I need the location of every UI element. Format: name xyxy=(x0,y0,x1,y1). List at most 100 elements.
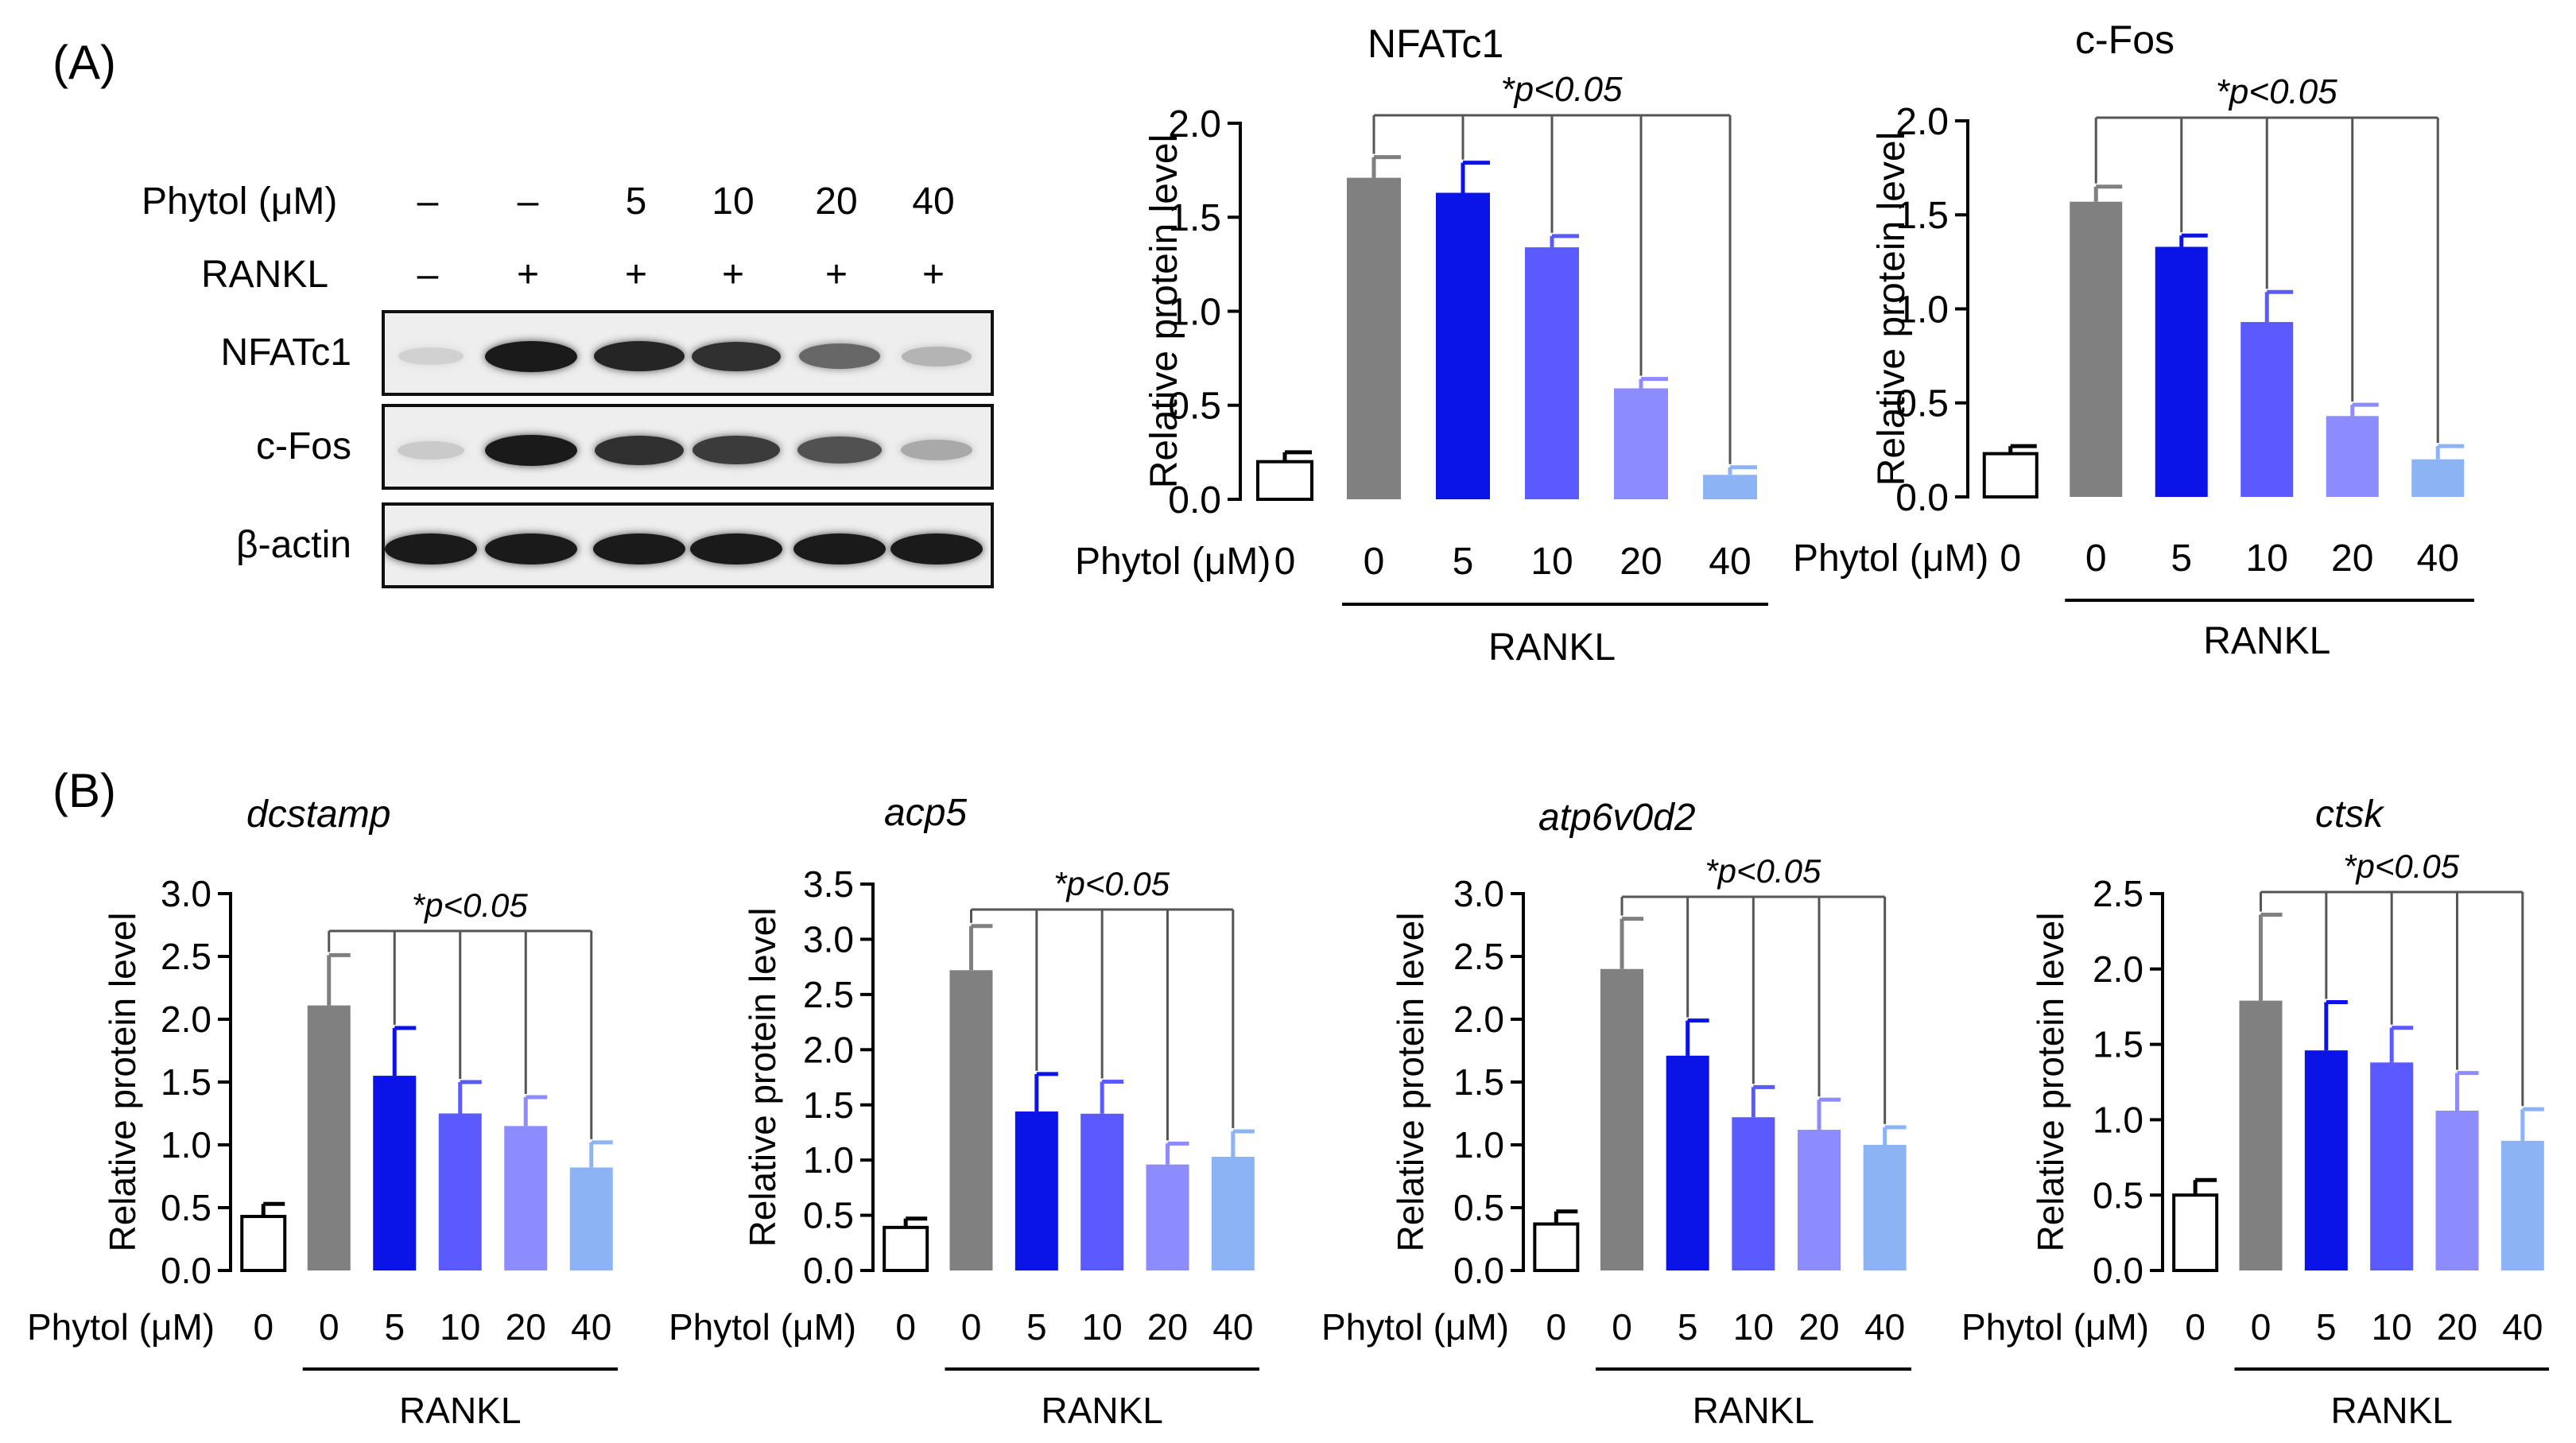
significance-label: *p<0.05 xyxy=(2343,848,2460,885)
bar xyxy=(504,1126,548,1270)
blot-band xyxy=(594,341,685,371)
x-tick-label: 0 xyxy=(319,1306,339,1348)
chart-title: atp6v0d2 xyxy=(1538,797,1696,839)
y-tick-label: 0.0 xyxy=(2093,1250,2143,1291)
x-prefix-label: Phytol (μM) xyxy=(669,1306,856,1348)
y-tick-label: 2.0 xyxy=(803,1029,854,1070)
y-tick-label: 1.5 xyxy=(803,1084,854,1126)
y-tick-label: 2.5 xyxy=(2093,873,2143,914)
x-tick-label: 5 xyxy=(1026,1306,1047,1348)
bar xyxy=(2411,459,2465,497)
y-tick-label: 0.0 xyxy=(803,1250,854,1291)
bar xyxy=(1703,475,1757,499)
x-tick-label: 20 xyxy=(506,1306,546,1348)
bar xyxy=(1014,1111,1058,1270)
lane-phytol-value: – xyxy=(417,180,439,223)
bar xyxy=(1436,192,1490,499)
bar xyxy=(2155,246,2208,497)
bar xyxy=(2070,201,2123,497)
lane-phytol-value: – xyxy=(517,180,539,223)
bar xyxy=(2304,1050,2348,1270)
y-tick-label: 1.0 xyxy=(1453,1124,1504,1166)
blot-band xyxy=(593,533,685,564)
blot-band xyxy=(485,533,577,564)
x-tick-label: 20 xyxy=(1798,1306,1839,1348)
bar xyxy=(1525,247,1579,499)
bar xyxy=(1614,388,1668,499)
y-tick-label: 2.0 xyxy=(161,999,211,1040)
lane-rankl-value: + xyxy=(516,254,540,296)
bar xyxy=(1533,1222,1580,1273)
chart-title: ctsk xyxy=(2315,793,2385,836)
x-tick-label: 0 xyxy=(2085,537,2107,580)
lane-phytol-value: 10 xyxy=(712,180,755,223)
blot-row-label: NFATc1 xyxy=(220,332,351,374)
x-tick-label: 0 xyxy=(1364,541,1385,583)
bar xyxy=(1256,460,1313,502)
group-label: RANKL xyxy=(2330,1390,2452,1431)
y-tick-label: 2.0 xyxy=(2093,948,2143,990)
bar xyxy=(1211,1156,1255,1270)
y-tick-label: 1.0 xyxy=(2093,1100,2143,1141)
group-label: RANKL xyxy=(1041,1390,1162,1431)
y-axis-label: Relative protein level xyxy=(102,912,143,1251)
bar xyxy=(1732,1117,1775,1270)
blot-band xyxy=(398,440,464,460)
y-tick-label: 0.0 xyxy=(161,1250,211,1291)
blot-row-label: β-actin xyxy=(236,524,351,566)
lane-rankl-value: – xyxy=(417,254,439,296)
y-tick-label: 0.0 xyxy=(1895,477,1949,519)
bar xyxy=(2240,322,2294,497)
blot-phytol-header: Phytol (μM) xyxy=(142,180,338,223)
bar xyxy=(1982,452,2039,498)
chart-title: dcstamp xyxy=(246,793,390,836)
bar xyxy=(373,1076,417,1270)
blot-band xyxy=(799,343,880,369)
x-tick-label: 10 xyxy=(2246,537,2288,580)
bar xyxy=(883,1225,929,1272)
bar xyxy=(2172,1193,2219,1272)
y-tick-label: 1.5 xyxy=(1895,195,1949,237)
y-tick-label: 1.0 xyxy=(803,1139,854,1181)
x-tick-label: 40 xyxy=(571,1306,611,1348)
bar xyxy=(2370,1062,2414,1270)
bar xyxy=(2435,1111,2479,1270)
blot-band xyxy=(793,533,886,564)
y-tick-label: 3.0 xyxy=(1453,873,1504,914)
significance-label: *p<0.05 xyxy=(2216,72,2337,111)
lane-rankl-value: + xyxy=(721,254,745,296)
group-label: RANKL xyxy=(399,1390,521,1431)
x-tick-label: 5 xyxy=(1453,541,1474,583)
bar xyxy=(240,1215,287,1273)
x-tick-label: 0 xyxy=(2251,1306,2271,1348)
blot-row-label: c-Fos xyxy=(256,425,351,467)
blot-band xyxy=(692,341,781,371)
x-tick-label: 5 xyxy=(2171,537,2192,580)
x-tick-label: 40 xyxy=(2502,1306,2543,1348)
bar xyxy=(1798,1130,1841,1270)
x-prefix-label: Phytol (μM) xyxy=(1961,1306,2149,1348)
x-prefix-label: Phytol (μM) xyxy=(1321,1306,1509,1348)
bar xyxy=(569,1167,613,1270)
x-tick-label: 0 xyxy=(1546,1306,1567,1348)
bar xyxy=(1666,1055,1709,1270)
x-tick-label: 20 xyxy=(2331,537,2373,580)
y-tick-label: 1.0 xyxy=(161,1124,211,1166)
bar xyxy=(1863,1145,1907,1270)
y-tick-label: 1.0 xyxy=(1895,289,1949,331)
x-tick-label: 0 xyxy=(895,1306,916,1348)
lane-phytol-value: 20 xyxy=(815,180,858,223)
y-tick-label: 1.0 xyxy=(1168,291,1221,333)
bar xyxy=(2500,1140,2544,1270)
y-axis-label: Relative protein level xyxy=(2030,912,2071,1251)
blot-band xyxy=(485,340,577,372)
y-tick-label: 0.0 xyxy=(1168,479,1221,522)
x-tick-label: 40 xyxy=(1709,541,1751,583)
significance-label: *p<0.05 xyxy=(412,886,529,924)
blot-strip xyxy=(382,310,994,396)
lane-rankl-value: + xyxy=(624,254,648,296)
y-tick-label: 0.0 xyxy=(1453,1250,1504,1291)
x-tick-label: 5 xyxy=(2316,1306,2337,1348)
panel-label-b: (B) xyxy=(52,764,116,817)
x-tick-label: 40 xyxy=(1212,1306,1253,1348)
